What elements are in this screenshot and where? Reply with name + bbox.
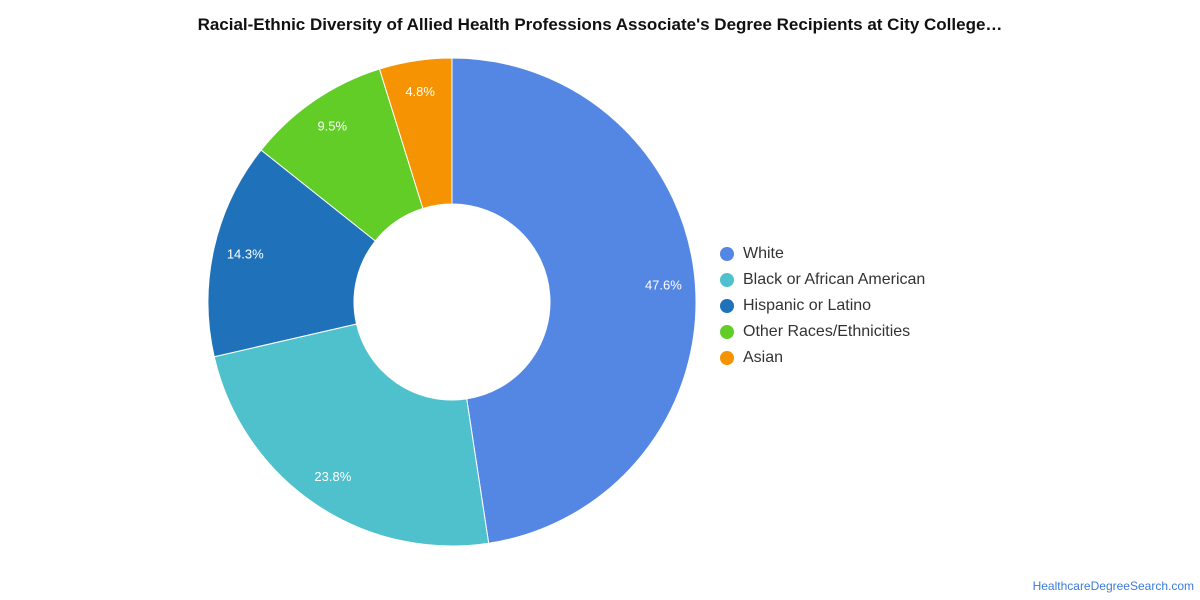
chart-title: Racial-Ethnic Diversity of Allied Health… [197, 15, 1003, 34]
source-link[interactable]: HealthcareDegreeSearch.com [1032, 579, 1194, 593]
legend-item-black-or-african-american[interactable]: Black or African American [720, 267, 925, 293]
legend-swatch [720, 273, 734, 287]
chart-legend: White Black or African American Hispanic o… [720, 241, 925, 371]
slice-label-asian: 4.8% [405, 84, 435, 99]
slice-label-black-or-african-american: 23.8% [314, 469, 351, 484]
slice-asian[interactable] [378, 57, 453, 210]
legend-swatch [720, 299, 734, 313]
legend-label: Hispanic or Latino [743, 297, 872, 314]
slice-label-hispanic-or-latino: 14.3% [227, 247, 264, 262]
slice-label-other-races-ethnicities: 9.5% [317, 118, 347, 133]
legend-item-other-races-ethnicities[interactable]: Other Races/Ethnicities [720, 319, 925, 345]
legend-label: Other Races/Ethnicities [743, 323, 911, 340]
slice-hispanic-or-latino[interactable] [207, 149, 377, 358]
legend-item-white[interactable]: White [720, 241, 925, 267]
slice-label-white: 47.6% [645, 277, 682, 292]
legend-label: White [743, 245, 784, 262]
legend-swatch [720, 325, 734, 339]
legend-label: Asian [743, 349, 784, 366]
legend-label: Black or African American [743, 271, 926, 288]
legend-item-asian[interactable]: Asian [720, 345, 925, 371]
slice-black-or-african-american[interactable] [213, 323, 490, 547]
slice-white[interactable] [451, 57, 697, 544]
legend-item-hispanic-or-latino[interactable]: Hispanic or Latino [720, 293, 925, 319]
legend-swatch [720, 351, 734, 365]
legend-swatch [720, 247, 734, 261]
